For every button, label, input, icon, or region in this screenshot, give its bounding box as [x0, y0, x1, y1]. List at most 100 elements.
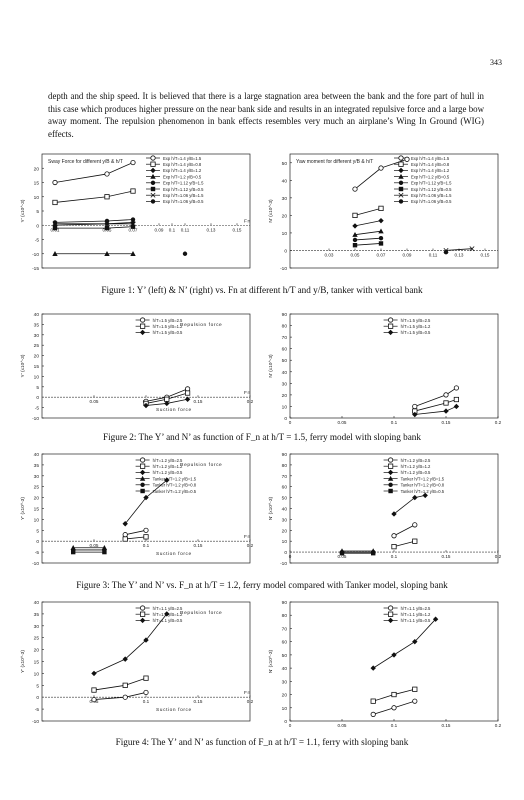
x-tick-label: 0.05: [351, 252, 360, 257]
series-line: [414, 406, 457, 415]
series-line: [354, 230, 382, 236]
data-point: [412, 522, 418, 528]
x-tick-label: 0.07: [129, 227, 138, 232]
y-axis-label: N' (x10^-3): [268, 199, 274, 223]
series-7: [443, 250, 449, 255]
legend-entry: Exp h/T=1.4 y/B=1.2: [411, 168, 450, 173]
y-tick-label: 30: [34, 333, 40, 339]
y-tick-label: 60: [282, 485, 288, 491]
series-3: [352, 228, 384, 237]
data-point: [139, 475, 146, 481]
data-point: [104, 194, 110, 200]
y-tick-label: 30: [34, 474, 40, 480]
data-point: [104, 171, 110, 177]
data-point: [388, 611, 394, 617]
legend-entry: h/T=1.2 y/B=1.2: [153, 464, 183, 469]
chart-fig2-right: 90 80 70 60 50 40 30 20 10 00 0.05 0.1 0.15 0.2 N' (x1…: [268, 312, 502, 425]
series-line: [125, 536, 147, 540]
chart-legend: h/T=1.5 y/B=2.5h/T=1.5 y/B=1.2h/T=1.5 y/…: [383, 317, 431, 335]
y-tick-label: 80: [282, 463, 288, 469]
x-tick-label: 0.11: [181, 227, 190, 232]
data-point: [140, 463, 146, 469]
y-tick-label: 0: [36, 223, 39, 229]
x-tick-label: 0.2: [247, 399, 254, 404]
y-tick-label: 50: [282, 496, 288, 502]
chart-legend: h/T=1.2 y/B=2.5h/T=1.2 y/B=1.2h/T=1.2 y/…: [135, 457, 197, 494]
data-point: [164, 477, 170, 483]
x-tick-label: 0.09: [155, 227, 164, 232]
series-2: [412, 403, 460, 418]
legend-entry: h/T=1.1 y/B=0.5: [153, 618, 183, 623]
y-tick-label: -15: [32, 266, 39, 272]
data-point: [130, 224, 136, 229]
data-point: [122, 682, 128, 688]
legend-entry: Exp h/T=1.4 y/B=0.8: [163, 162, 202, 167]
series-6: [52, 221, 136, 227]
series-1: [391, 538, 418, 550]
chart-legend: h/T=1.2 y/B=2.5h/T=1.2 y/B=1.2h/T=1.2 y/…: [383, 457, 445, 494]
chart-annotation: Fn: [244, 690, 251, 696]
data-point: [140, 323, 146, 329]
series-4: [52, 217, 136, 225]
legend-entry: Exp h/T=1.12 y/B=0.5: [411, 187, 452, 192]
chart-annotation: Repulsion force: [180, 462, 222, 468]
y-tick-label: 10: [282, 539, 288, 545]
y-tick-label: 70: [282, 474, 288, 480]
y-tick-label: 20: [282, 693, 288, 699]
series-line: [54, 190, 134, 203]
legend-entry: Exp h/T=1.12 y/B=1.5: [163, 181, 204, 186]
series-1: [122, 534, 149, 542]
y-tick-label: -10: [280, 266, 287, 272]
series-line: [393, 495, 426, 515]
series-line: [55, 226, 134, 229]
data-point: [143, 494, 149, 501]
data-point: [443, 400, 449, 406]
data-point: [139, 617, 146, 624]
y-axis-label: Y' (x10^-3): [20, 199, 26, 222]
data-point: [339, 550, 345, 556]
x-tick-label: 0.15: [442, 723, 451, 728]
data-point: [391, 544, 397, 550]
data-point: [398, 173, 404, 179]
legend-entry: h/T=1.1 y/B=1.2: [401, 612, 431, 617]
legend-entry: Tanker h/T=1.2 y/B=0.8: [401, 483, 445, 488]
x-tick-label: 0.1: [169, 227, 176, 232]
data-point: [122, 532, 128, 538]
legend-entry: h/T=1.2 y/B=2.5: [401, 458, 431, 463]
y-tick-label: 90: [282, 312, 288, 318]
x-tick-label: 0.13: [455, 252, 464, 257]
y-tick-label: 80: [282, 324, 288, 330]
data-point: [140, 605, 146, 611]
x-tick-label: 0: [289, 723, 292, 728]
data-point: [388, 488, 393, 494]
legend-entry: Exp h/T=1.12 y/B=1.5: [411, 181, 452, 186]
data-point: [391, 705, 397, 711]
x-tick-label: 0.15: [442, 420, 451, 425]
series-0: [391, 522, 418, 539]
x-tick-label: 0: [289, 420, 292, 425]
data-point: [352, 231, 358, 237]
data-point: [150, 155, 156, 161]
y-tick-label: 35: [34, 612, 40, 618]
chart-annotation: Suction force: [156, 407, 192, 413]
x-tick-label: 0.15: [194, 543, 203, 548]
legend-entry: Exp h/T=1.4 y/B=1.5: [163, 156, 202, 161]
data-point: [150, 173, 156, 179]
plot-frame: [41, 153, 251, 269]
y-tick-label: 0: [36, 695, 39, 701]
chart-annotation: Suction force: [156, 707, 192, 713]
data-point: [52, 179, 58, 186]
legend-entry: Exp h/T=1.4 y/B=1.5: [411, 156, 450, 161]
y-tick-label: 5: [36, 209, 39, 215]
legend-entry: Exp h/T=1.4 y/B=1.2: [163, 168, 202, 173]
data-point: [388, 605, 394, 611]
data-point: [398, 167, 404, 174]
series-line: [93, 677, 147, 691]
data-point: [412, 494, 418, 501]
legend-entry: Exp h/T=1.2 y/B=0.5: [163, 174, 202, 179]
x-tick-label: 0.1: [391, 723, 398, 728]
x-tick-label: 0.1: [391, 420, 398, 425]
y-tick-label: 60: [282, 347, 288, 353]
